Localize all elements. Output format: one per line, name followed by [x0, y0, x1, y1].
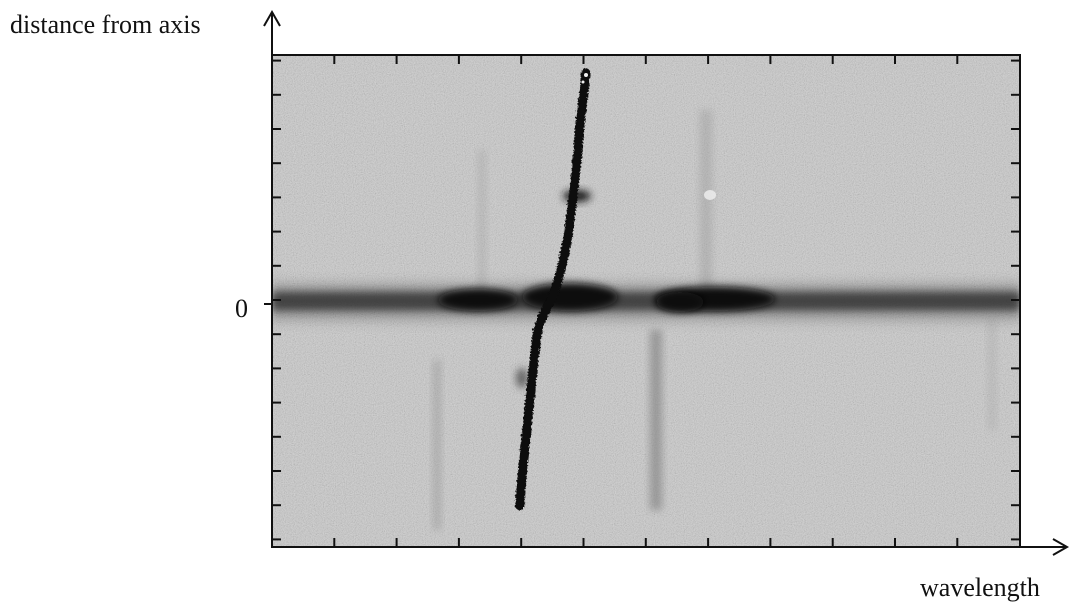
- x-axis-arrow: [1052, 538, 1070, 556]
- spectrogram-image: [272, 55, 1020, 547]
- tick-marks: [264, 55, 1020, 547]
- y-axis-arrow: [263, 9, 281, 27]
- zero-tick-label: 0: [235, 294, 248, 323]
- tilted-line: [514, 67, 590, 510]
- x-axis-label: wavelength: [920, 573, 1040, 602]
- y-axis-label: distance from axis: [10, 10, 201, 39]
